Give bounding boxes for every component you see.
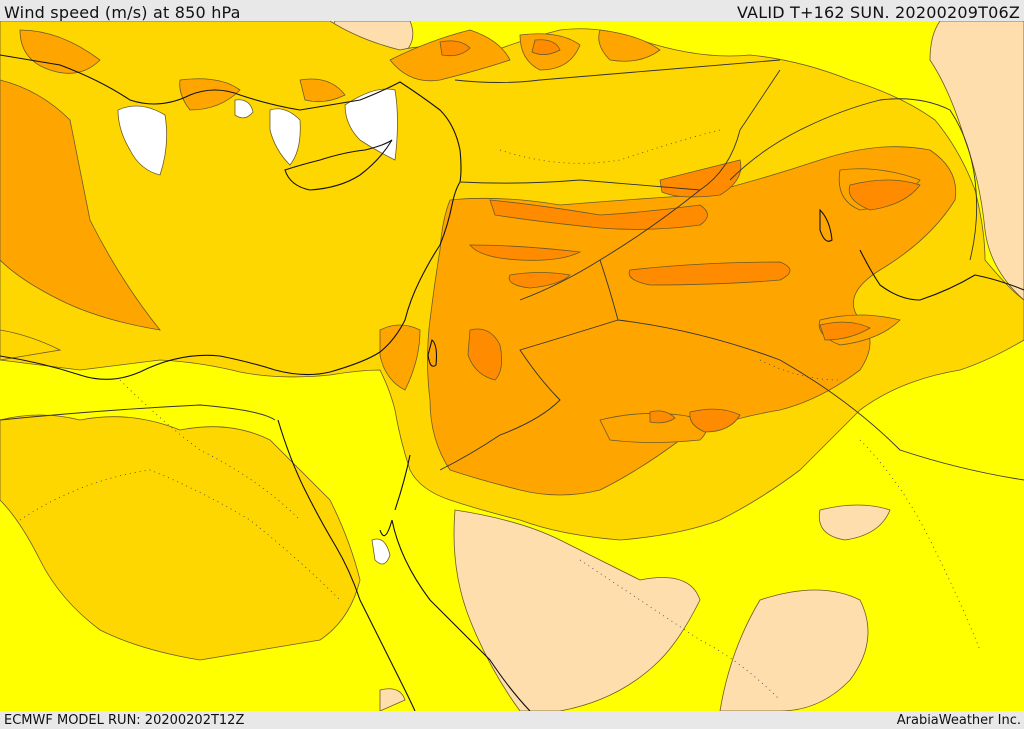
- wind-speed-map[interactable]: [0, 21, 1024, 711]
- model-run-label: ECMWF MODEL RUN: 20200202T12Z: [4, 713, 245, 728]
- coastlines: [0, 54, 1024, 711]
- strong-zones: [0, 29, 957, 496]
- very-calm-zones: [117, 88, 398, 565]
- valid-time: VALID T+162 SUN. 20200209T06Z: [736, 3, 1020, 22]
- country-borders: [0, 59, 1024, 481]
- map-title: Wind speed (m/s) at 850 hPa: [4, 3, 241, 22]
- footer-bar: [0, 711, 1024, 729]
- eastern-border: [729, 98, 978, 261]
- strongest-zones: [439, 39, 921, 433]
- dotted-boundaries: [19, 129, 981, 701]
- header-bar: [0, 0, 1024, 21]
- credit-label: ArabiaWeather Inc.: [896, 713, 1021, 728]
